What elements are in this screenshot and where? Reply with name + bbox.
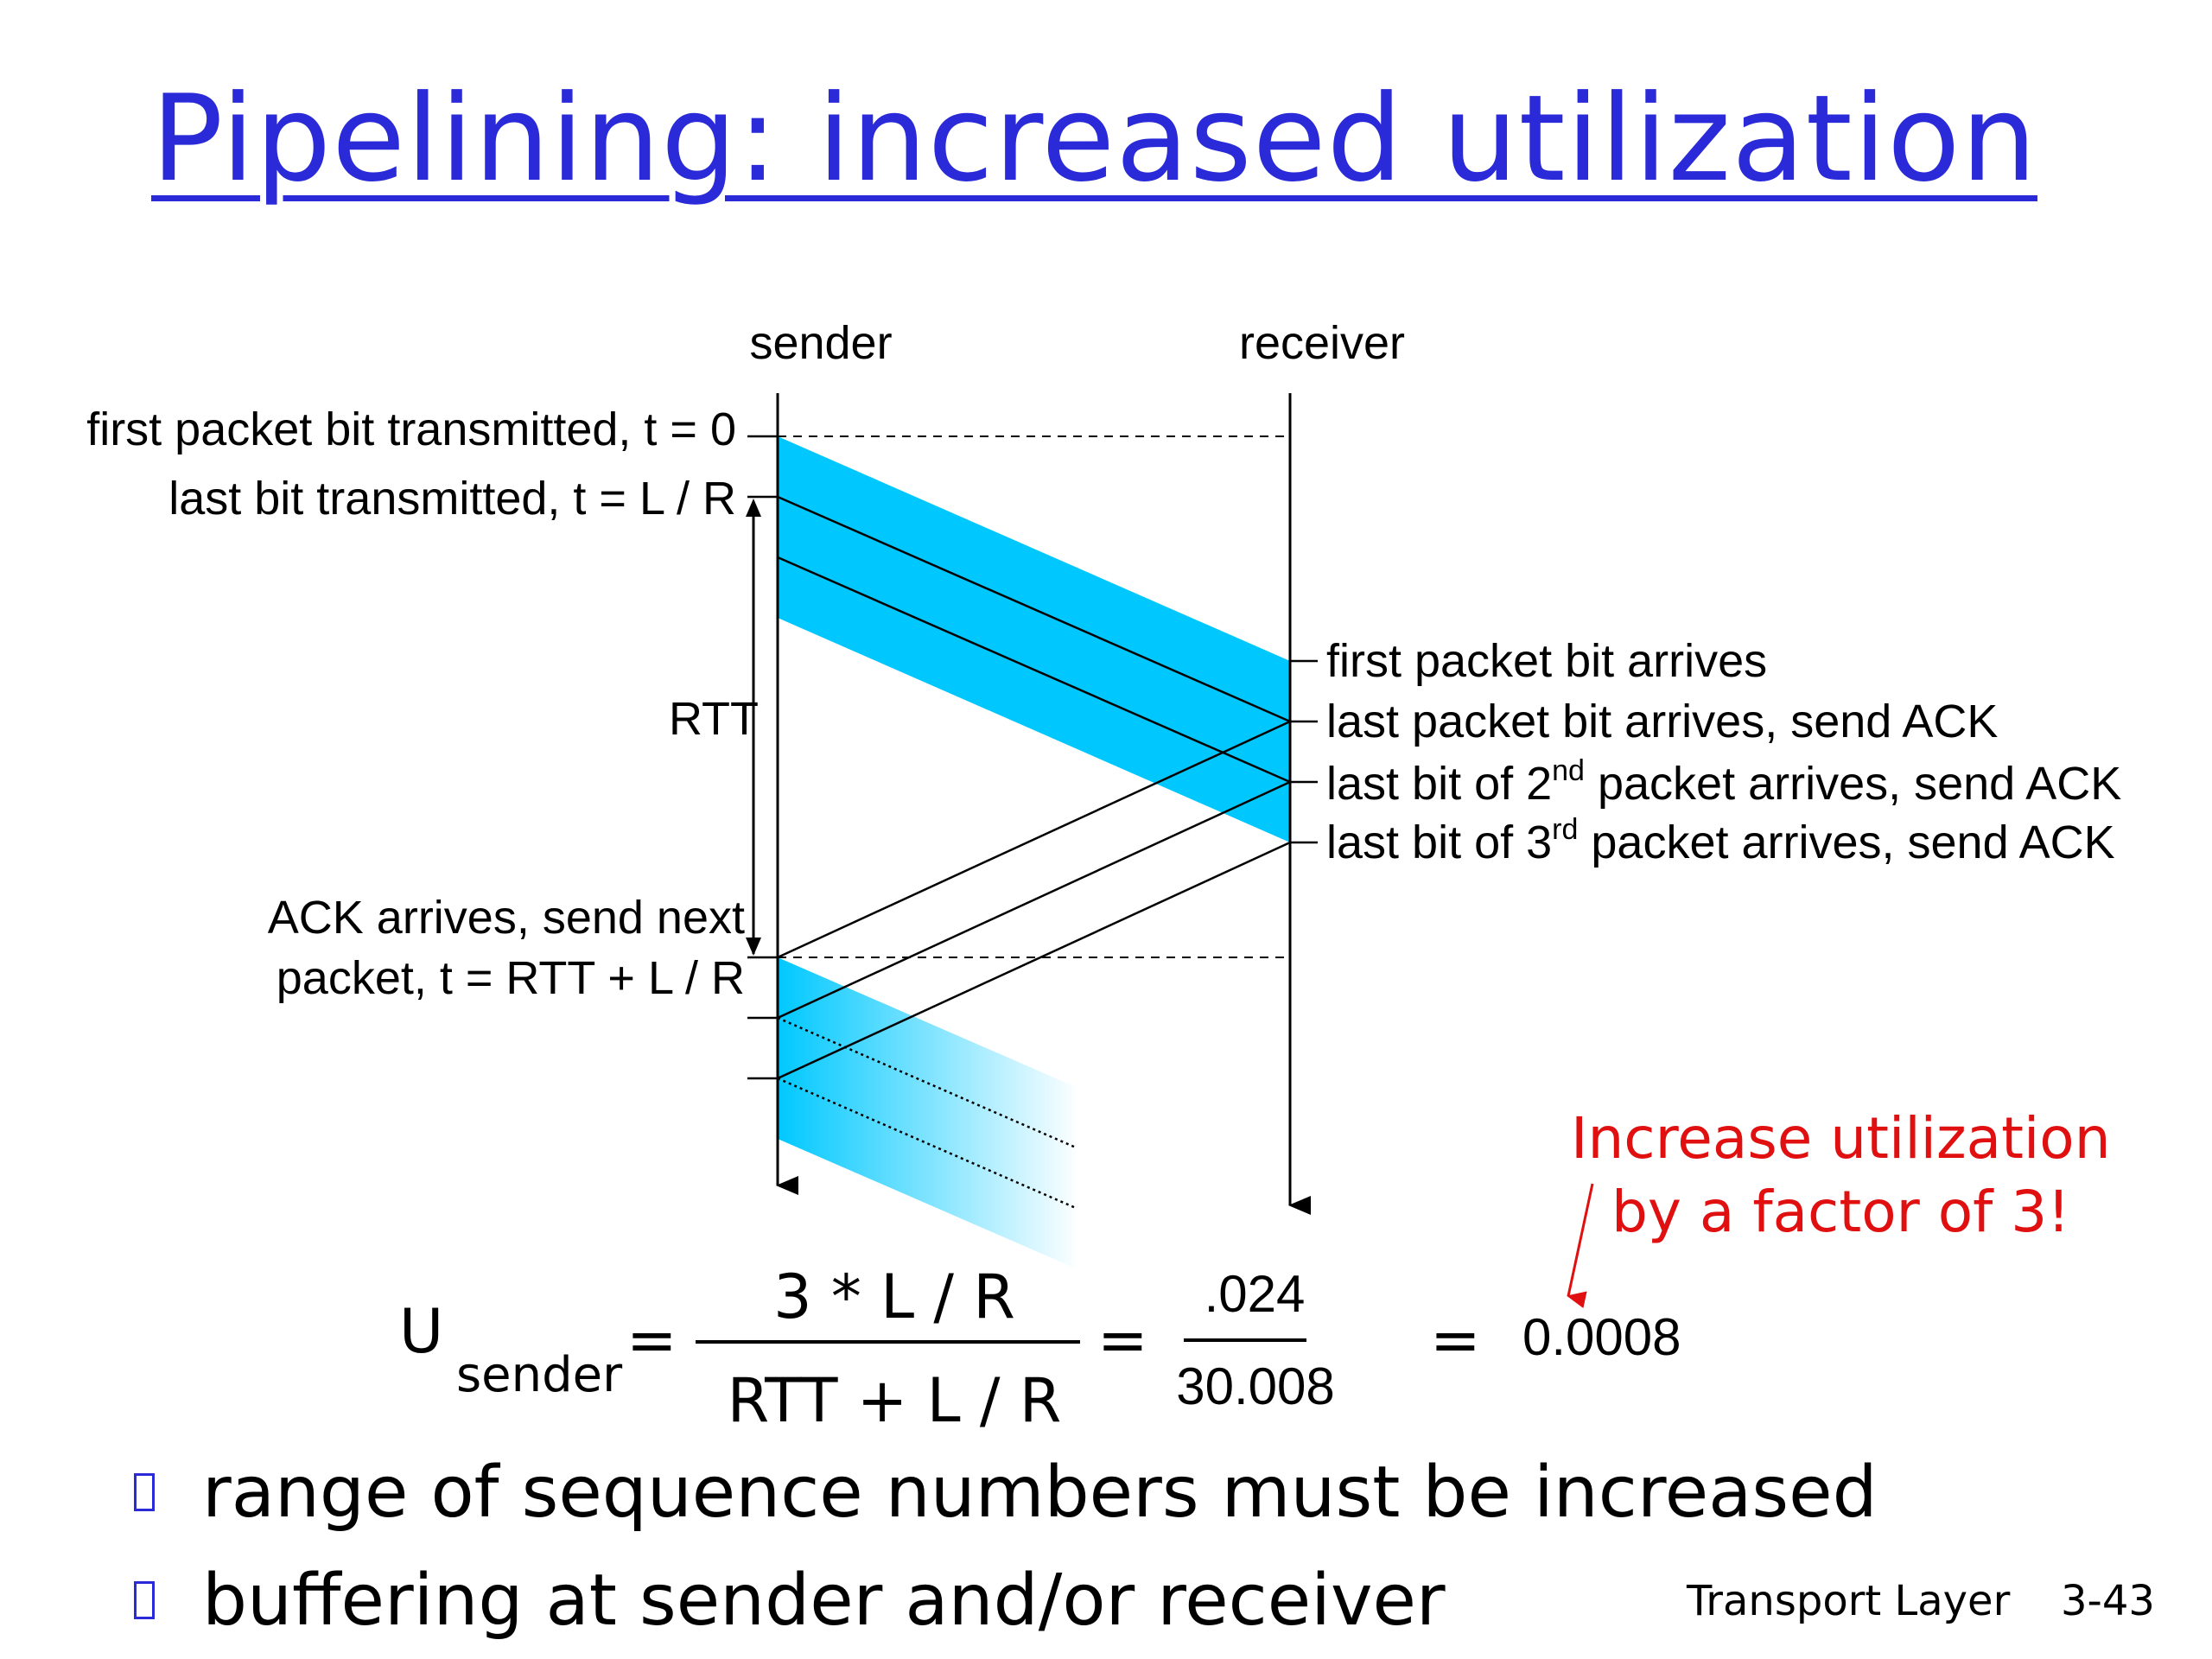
footer-section: Transport Layer — [1687, 1577, 2011, 1625]
label-rtt: RTT — [669, 693, 759, 745]
formula-numerator: 3 * L / R — [773, 1262, 1015, 1332]
formula-result: 0.0008 — [1522, 1308, 1681, 1366]
utilization-formula: U sender = 3 * L / R RTT + L / R = .024 … — [399, 1262, 1681, 1436]
bullet-marker-icon — [134, 1472, 155, 1511]
receiver-label: receiver — [1239, 317, 1405, 369]
bullet-2: buffering at sender and/or receiver — [134, 1560, 1446, 1642]
footer-page: 3-43 — [2061, 1577, 2155, 1625]
packet-band-1 — [778, 436, 1290, 721]
callout-line-1: Increase utilization — [1571, 1105, 2111, 1172]
label-first-arrives: first packet bit arrives — [1326, 635, 1767, 687]
formula-denominator: RTT + L / R — [728, 1365, 1062, 1436]
ack-line-2 — [777, 780, 1291, 1020]
label-ack-1: ACK arrives, send next — [268, 892, 745, 944]
callout-line-2: by a factor of 3! — [1611, 1179, 2070, 1245]
label-third-arrives: last bit of 3rd packet arrives, send ACK — [1326, 813, 2115, 868]
formula-subscript: sender — [456, 1347, 623, 1403]
packet-band-4 — [778, 957, 1076, 1147]
formula-numerator-2: .024 — [1205, 1265, 1306, 1323]
callout-arrow — [1567, 1183, 1594, 1308]
packet-band-3 — [778, 557, 1290, 842]
slide-title: Pipelining: increased utilization — [151, 69, 2037, 208]
formula-eq-1: = — [626, 1305, 677, 1376]
label-last-arrives: last packet bit arrives, send ACK — [1326, 696, 1998, 747]
formula-eq-3: = — [1430, 1305, 1481, 1376]
bullet-1: range of sequence numbers must be increa… — [134, 1452, 1878, 1534]
packet-band-6 — [778, 1078, 1076, 1268]
label-lr: last bit transmitted, t = L / R — [168, 473, 736, 524]
sender-label: sender — [749, 317, 892, 369]
label-t0: first packet bit transmitted, t = 0 — [86, 404, 736, 455]
ack-line-3 — [777, 841, 1291, 1080]
label-second-arrives: last bit of 2nd packet arrives, send ACK — [1326, 754, 2121, 810]
label-ack-2: packet, t = RTT + L / R — [276, 952, 745, 1004]
ack-line-1 — [777, 720, 1291, 959]
formula-eq-2: = — [1097, 1305, 1148, 1376]
bullet-marker-icon — [134, 1580, 155, 1619]
packet-band-5 — [778, 1018, 1076, 1208]
formula-denominator-2: 30.008 — [1176, 1357, 1335, 1415]
packet-band-2 — [778, 497, 1290, 782]
formula-u: U — [399, 1296, 443, 1367]
